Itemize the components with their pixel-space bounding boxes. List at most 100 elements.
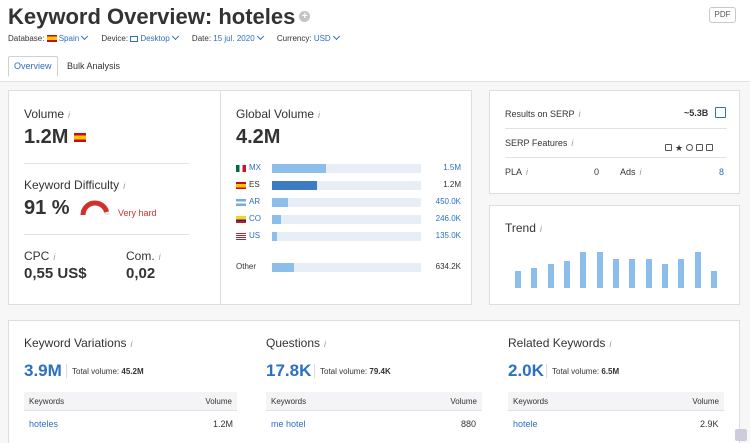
- serp-snapshot-icon[interactable]: [715, 107, 726, 118]
- link-icon: [686, 144, 694, 151]
- keyword-variations-count[interactable]: 3.9M: [24, 361, 62, 380]
- related-keywords-count[interactable]: 2.0K: [508, 361, 544, 380]
- questions-total: Total volume: 79.4K: [320, 367, 391, 376]
- tabs: Overview Bulk Analysis: [8, 56, 127, 82]
- volume-bar: [272, 181, 317, 190]
- keyword-variations-card: [8, 320, 740, 443]
- feedback-icon[interactable]: [735, 429, 747, 441]
- info-icon[interactable]: i: [609, 339, 612, 349]
- table-header: Keywords Volume: [508, 392, 724, 411]
- info-icon[interactable]: i: [123, 181, 126, 191]
- keyword-variations-total: Total volume: 45.2M: [72, 367, 144, 376]
- related-keywords-section: Related Keywords i 2.0K Total volume: 6.5…: [492, 320, 736, 443]
- keyword-link[interactable]: hotele: [513, 419, 538, 429]
- database-filter[interactable]: Database: Spain: [8, 32, 89, 43]
- sitelinks-icon: [696, 144, 704, 151]
- trend-bar: [515, 271, 522, 288]
- divider: [314, 364, 315, 378]
- country-row-co[interactable]: CO 246.0K: [236, 214, 461, 225]
- country-row-mx[interactable]: MX 1.5M: [236, 163, 461, 174]
- ads-label: Ads i: [620, 167, 642, 177]
- info-icon[interactable]: i: [526, 167, 529, 177]
- chevron-down-icon: [81, 32, 89, 41]
- date-filter[interactable]: Date: 15 jul. 2020: [192, 32, 264, 43]
- keyword-title: hoteles: [218, 4, 296, 29]
- info-icon[interactable]: i: [639, 167, 642, 177]
- spain-flag-icon: [74, 133, 87, 143]
- volume-value: 1.2M: [24, 126, 88, 149]
- tab-overview[interactable]: Overview: [8, 56, 58, 77]
- volume-bar-track: [272, 263, 421, 272]
- difficulty-gauge-icon: [80, 200, 110, 216]
- keyword-volume: 2.9K: [700, 419, 719, 429]
- related-keywords-total: Total volume: 6.5M: [552, 367, 620, 376]
- mexico-flag-icon: [236, 165, 246, 172]
- keyword-link[interactable]: me hotel: [271, 419, 306, 429]
- serp-features-label: SERP Features i: [505, 138, 574, 148]
- trend-bar: [629, 258, 636, 288]
- colombia-flag-icon: [236, 216, 246, 223]
- country-row-us[interactable]: US 135.0K: [236, 231, 461, 242]
- trend-bar: [580, 251, 587, 288]
- volume-bar: [272, 232, 278, 241]
- com-label: Com. i: [126, 249, 161, 263]
- serp-features-icons: ★: [662, 138, 714, 156]
- chevron-down-icon: [171, 32, 179, 41]
- volume-card: Volume i 1.2M Keyword Difficulty i 91 % Ve…: [8, 90, 233, 305]
- info-icon[interactable]: i: [324, 339, 327, 349]
- trend-card: Trend i: [489, 205, 740, 305]
- currency-filter[interactable]: Currency: USD: [277, 32, 340, 43]
- pdf-export-button[interactable]: PDF: [709, 7, 736, 23]
- info-icon[interactable]: i: [68, 110, 71, 120]
- info-icon[interactable]: i: [318, 110, 321, 120]
- add-keyword-icon[interactable]: +: [299, 10, 311, 22]
- table-header: Keywords Volume: [24, 392, 237, 411]
- trend-bar: [613, 258, 619, 288]
- info-icon[interactable]: i: [130, 339, 133, 349]
- star-icon: ★: [675, 143, 684, 153]
- info-icon[interactable]: i: [571, 138, 574, 148]
- info-icon[interactable]: i: [539, 224, 542, 234]
- trend-bar: [596, 251, 603, 288]
- trend-bar: [645, 258, 652, 288]
- device-filter[interactable]: Device: Desktop: [101, 32, 179, 43]
- country-row-ar[interactable]: AR 450.0K: [236, 197, 461, 208]
- pla-value: 0: [594, 167, 600, 177]
- image-pack-icon: [665, 144, 672, 151]
- questions-label: Questions i: [266, 336, 327, 350]
- ads-value[interactable]: 8: [719, 167, 725, 177]
- page-header: Keyword Overview: hoteles + PDF Database:…: [0, 0, 750, 82]
- keyword-link[interactable]: hoteles: [29, 419, 59, 429]
- divider: [546, 364, 547, 378]
- volume-bar: [272, 198, 289, 207]
- global-volume-value: 4.2M: [236, 126, 281, 148]
- trend-label: Trend i: [505, 221, 542, 235]
- volume-bar: [272, 164, 326, 173]
- results-on-serp-label: Results on SERP i: [505, 109, 581, 119]
- volume-label: Volume i: [24, 107, 71, 121]
- serp-card: Results on SERP i ~5.3B SERP Features i ★ …: [489, 90, 740, 194]
- pla-label: PLA i: [505, 167, 529, 177]
- spain-flag-icon: [236, 182, 246, 189]
- info-icon[interactable]: i: [53, 252, 56, 262]
- country-row-other: Other 634.2K: [236, 262, 461, 272]
- usa-flag-icon: [236, 233, 246, 240]
- trend-bar: [661, 263, 668, 288]
- global-volume-card: Global Volume i 4.2M MX 1.5M ES 1.2M AR 4…: [220, 90, 472, 305]
- spain-flag-icon: [46, 35, 57, 43]
- global-volume-label: Global Volume i: [236, 107, 321, 121]
- info-icon[interactable]: i: [578, 109, 581, 119]
- volume-bar: [272, 215, 281, 224]
- cpc-label: CPC i: [24, 249, 56, 263]
- keyword-volume: 880: [461, 419, 477, 429]
- divider: [24, 163, 189, 164]
- table-header: Keywords Volume: [266, 392, 482, 411]
- tab-bulk-analysis[interactable]: Bulk Analysis: [67, 61, 121, 71]
- trend-bar: [678, 258, 685, 288]
- questions-count[interactable]: 17.8K: [266, 361, 312, 380]
- divider: [505, 128, 727, 129]
- info-icon[interactable]: i: [158, 252, 161, 262]
- trend-bar: [564, 260, 571, 288]
- desktop-icon: [130, 35, 139, 42]
- divider: [505, 157, 727, 158]
